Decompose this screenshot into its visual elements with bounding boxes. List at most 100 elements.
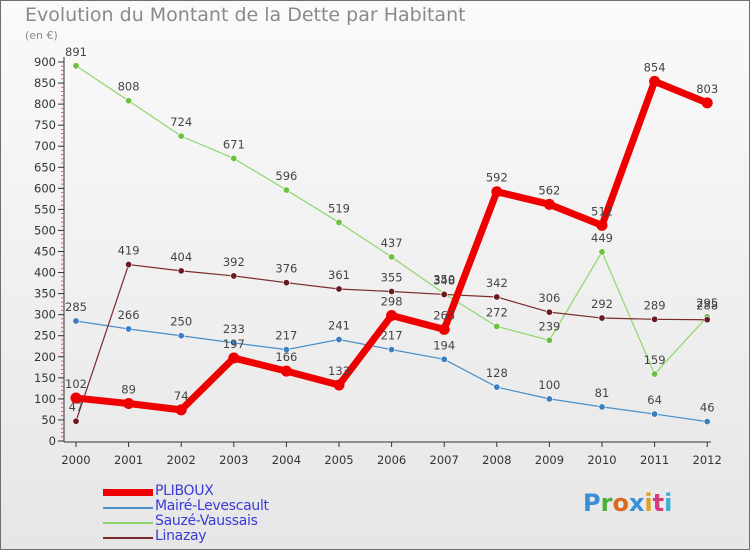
- logo-letter: i: [664, 489, 673, 517]
- data-label-maire-levescault: 285: [65, 300, 87, 314]
- data-point-maire-levescault: [703, 418, 711, 426]
- unit-label: (en €): [25, 29, 58, 42]
- chart-title: Evolution du Montant de la Dette par Hab…: [25, 4, 466, 26]
- data-label-linazay: 288: [696, 299, 718, 313]
- data-point-linazay: [388, 288, 396, 296]
- data-point-sauze-vaussais: [598, 248, 606, 256]
- data-label-maire-levescault: 46: [700, 401, 715, 415]
- data-label-sauze-vaussais: 272: [486, 305, 508, 319]
- data-label-maire-levescault: 266: [118, 308, 140, 322]
- data-label-pliboux: 133: [328, 364, 350, 378]
- data-label-pliboux: 265: [433, 308, 455, 322]
- data-point-pliboux: [543, 198, 555, 210]
- data-point-pliboux: [333, 379, 345, 391]
- data-point-pliboux: [491, 186, 503, 198]
- data-label-maire-levescault: 241: [328, 319, 350, 333]
- data-point-pliboux: [386, 310, 398, 322]
- data-point-linazay: [230, 272, 238, 280]
- data-point-pliboux: [438, 323, 450, 335]
- x-tick-label: 2011: [640, 453, 669, 467]
- data-point-pliboux: [280, 365, 292, 377]
- data-label-sauze-vaussais: 437: [381, 236, 403, 250]
- data-label-linazay: 348: [433, 273, 455, 287]
- data-label-pliboux: 592: [486, 171, 508, 185]
- data-point-maire-levescault: [72, 317, 80, 325]
- data-label-maire-levescault: 217: [381, 329, 403, 343]
- legend-label-maire-levescault: Mairé-Levescault: [155, 498, 269, 514]
- data-point-maire-levescault: [545, 395, 553, 403]
- y-tick-label: 100: [34, 392, 56, 406]
- data-point-maire-levescault: [440, 355, 448, 363]
- y-tick-label: 550: [34, 202, 56, 216]
- data-label-sauze-vaussais: 891: [65, 45, 87, 59]
- data-point-linazay: [125, 261, 133, 269]
- data-point-linazay: [703, 316, 711, 324]
- data-label-maire-levescault: 64: [647, 393, 662, 407]
- data-label-linazay: 419: [118, 244, 140, 258]
- legend-swatch-linazay: [103, 537, 153, 539]
- data-point-linazay: [282, 279, 290, 287]
- data-label-linazay: 292: [591, 297, 613, 311]
- data-label-sauze-vaussais: 295: [696, 296, 718, 310]
- data-point-maire-levescault: [335, 336, 343, 344]
- legend-label-sauze-vaussais: Sauzé-Vaussais: [155, 513, 258, 529]
- logo-letter: x: [628, 489, 645, 517]
- data-point-maire-levescault: [230, 339, 238, 347]
- data-point-pliboux: [175, 404, 187, 416]
- data-point-maire-levescault: [651, 410, 659, 418]
- legend-swatch-sauze-vaussais: [103, 522, 153, 524]
- y-tick-label: 800: [34, 97, 56, 111]
- y-tick-label: 600: [34, 181, 56, 195]
- x-tick-label: 2008: [482, 453, 511, 467]
- data-point-sauze-vaussais: [493, 322, 501, 330]
- x-tick-label: 2002: [167, 453, 196, 467]
- data-label-linazay: 376: [275, 262, 297, 276]
- data-label-linazay: 361: [328, 268, 350, 282]
- x-tick-label: 2010: [587, 453, 616, 467]
- data-label-linazay: 47: [69, 400, 84, 414]
- data-point-sauze-vaussais: [335, 218, 343, 226]
- y-tick-label: 700: [34, 139, 56, 153]
- data-label-linazay: 355: [381, 271, 403, 285]
- y-tick-label: 400: [34, 266, 56, 280]
- data-label-sauze-vaussais: 808: [118, 80, 140, 94]
- logo-letter: r: [600, 489, 613, 517]
- data-point-pliboux: [228, 352, 240, 364]
- data-label-pliboux: 89: [121, 383, 136, 397]
- y-tick-label: 900: [34, 55, 56, 69]
- data-label-maire-levescault: 250: [170, 315, 192, 329]
- y-tick-label: 450: [34, 245, 56, 259]
- x-tick-label: 2006: [377, 453, 406, 467]
- data-point-linazay: [335, 285, 343, 293]
- data-point-maire-levescault: [388, 346, 396, 354]
- x-tick-label: 2007: [430, 453, 459, 467]
- data-point-linazay: [598, 314, 606, 322]
- legend-swatch-maire-levescault: [103, 507, 153, 509]
- y-tick-label: 150: [34, 371, 56, 385]
- data-label-linazay: 342: [486, 276, 508, 290]
- y-tick-label: 250: [34, 329, 56, 343]
- logo-letter: o: [612, 489, 629, 517]
- data-point-pliboux: [596, 219, 608, 231]
- x-tick-label: 2001: [114, 453, 143, 467]
- proxiti-logo: Proxiti: [583, 489, 672, 517]
- data-label-linazay: 404: [170, 250, 192, 264]
- data-point-sauze-vaussais: [282, 186, 290, 194]
- logo-letter: i: [644, 489, 653, 517]
- data-point-pliboux: [649, 75, 661, 87]
- x-tick-label: 2005: [324, 453, 353, 467]
- x-tick-label: 2000: [61, 453, 90, 467]
- data-label-maire-levescault: 81: [595, 386, 610, 400]
- data-label-pliboux: 803: [696, 82, 718, 96]
- y-tick-label: 50: [41, 413, 56, 427]
- x-tick-label: 2004: [272, 453, 301, 467]
- legend-label-pliboux: PLIBOUX: [155, 483, 214, 499]
- data-label-pliboux: 102: [65, 377, 87, 391]
- data-label-sauze-vaussais: 350: [433, 273, 455, 287]
- data-point-pliboux: [701, 97, 713, 109]
- data-label-sauze-vaussais: 671: [223, 137, 245, 151]
- data-point-linazay: [493, 293, 501, 301]
- data-point-maire-levescault: [177, 332, 185, 340]
- data-label-linazay: 289: [644, 298, 666, 312]
